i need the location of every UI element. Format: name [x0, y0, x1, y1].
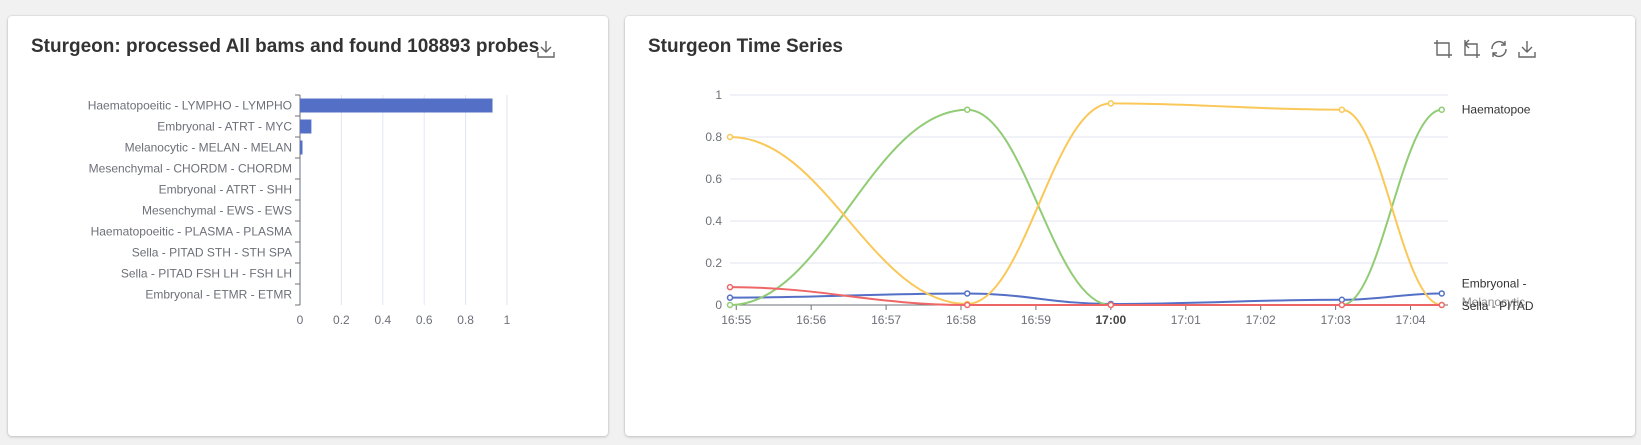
time-series-panel: Sturgeon Time Series 0 0.2 0.4 0.6 0.8 1 16:55…	[625, 16, 1635, 436]
series-point	[1107, 301, 1115, 309]
time-series-title: Sturgeon Time Series	[648, 36, 843, 57]
series-end-label: Melanocytic	[1462, 295, 1525, 309]
series-point	[1438, 301, 1446, 309]
bar	[300, 119, 312, 134]
time-series-chart: 0 0.2 0.4 0.6 0.8 1 16:55 16:56 16:57 16:58 16:59 1…	[705, 88, 1534, 327]
line-x-tick-label: 16:56	[796, 313, 826, 327]
bar-x-tick-label: 0.6	[416, 313, 433, 327]
bar-x-tick-label: 0	[297, 313, 304, 327]
bar-x-tick-label: 0.2	[333, 313, 350, 327]
bar-category-label: Sella - PITAD STH - STH SPA	[132, 246, 292, 260]
bar-category-label: Haematopoeitic - LYMPHO - LYMPHO	[88, 99, 292, 113]
bar-chart-panel: Sturgeon: processed All bams and found 1…	[8, 16, 608, 436]
series-point	[964, 290, 971, 297]
series-point	[1107, 100, 1115, 107]
series-line	[729, 108, 1442, 306]
line-x-tick-label: 16:59	[1021, 313, 1051, 327]
line-x-tick-label: 17:02	[1246, 313, 1276, 327]
series-point	[726, 294, 734, 301]
series-point	[964, 301, 971, 309]
bar-x-tick-label: 0.8	[457, 313, 474, 327]
series-point	[1338, 296, 1346, 303]
line-x-tick-label: 17:00	[1096, 313, 1127, 327]
series-point	[1438, 106, 1446, 113]
line-x-tick-label: 17:01	[1171, 313, 1201, 327]
bar-chart-title: Sturgeon: processed All bams and found 1…	[31, 36, 540, 57]
series-point	[726, 133, 734, 141]
zoom-reset-icon[interactable]	[1460, 38, 1482, 60]
bar-x-tick-label: 1	[504, 313, 511, 327]
line-x-tick-label: 16:55	[721, 313, 751, 327]
line-x-tick-label: 16:57	[871, 313, 901, 327]
bar	[300, 140, 303, 155]
line-y-tick-label: 0.8	[705, 130, 722, 144]
restore-icon[interactable]	[1488, 38, 1510, 60]
bar-x-tick-label: 0.4	[374, 313, 391, 327]
zoom-icon[interactable]	[1432, 38, 1454, 60]
download-icon[interactable]	[535, 38, 557, 60]
line-y-tick-label: 0	[715, 298, 722, 312]
bar-chart: 0 0.2 0.4 0.6 0.8 1 Haematopoeitic - LYMPHO - …	[88, 94, 511, 327]
series-point	[964, 106, 971, 113]
series-point	[1338, 301, 1346, 309]
bar-category-label: Haematopoeitic - PLASMA - PLASMA	[91, 225, 292, 239]
bar-category-label: Embryonal - ATRT - MYC	[157, 120, 292, 134]
series-point	[726, 283, 734, 291]
line-x-tick-label: 17:04	[1396, 313, 1426, 327]
download-icon[interactable]	[1516, 38, 1538, 60]
line-y-tick-label: 0.6	[705, 172, 722, 186]
bar-category-label: Sella - PITAD FSH LH - FSH LH	[121, 267, 292, 281]
series-point	[1438, 290, 1446, 297]
series-end-label: Haematopoe	[1462, 103, 1531, 117]
line-y-tick-label: 0.2	[705, 256, 722, 270]
bar-category-label: Embryonal - ETMR - ETMR	[145, 288, 292, 302]
bar-category-label: Melanocytic - MELAN - MELAN	[125, 141, 292, 155]
line-y-tick-label: 0.4	[705, 214, 722, 228]
line-y-tick-label: 1	[715, 88, 722, 102]
series-end-label: Sella - PITAD	[1462, 299, 1534, 313]
bar-category-label: Mesenchymal - EWS - EWS	[142, 204, 292, 218]
bar	[300, 98, 493, 113]
line-x-tick-label: 16:58	[946, 313, 976, 327]
line-x-tick-label: 17:03	[1321, 313, 1351, 327]
series-point	[726, 301, 734, 309]
bar-category-label: Embryonal - ATRT - SHH	[159, 183, 292, 197]
series-line	[729, 102, 1442, 306]
bar-category-label: Mesenchymal - CHORDM - CHORDM	[89, 162, 292, 176]
series-point	[1338, 106, 1346, 113]
series-end-label: Embryonal -	[1462, 276, 1527, 290]
